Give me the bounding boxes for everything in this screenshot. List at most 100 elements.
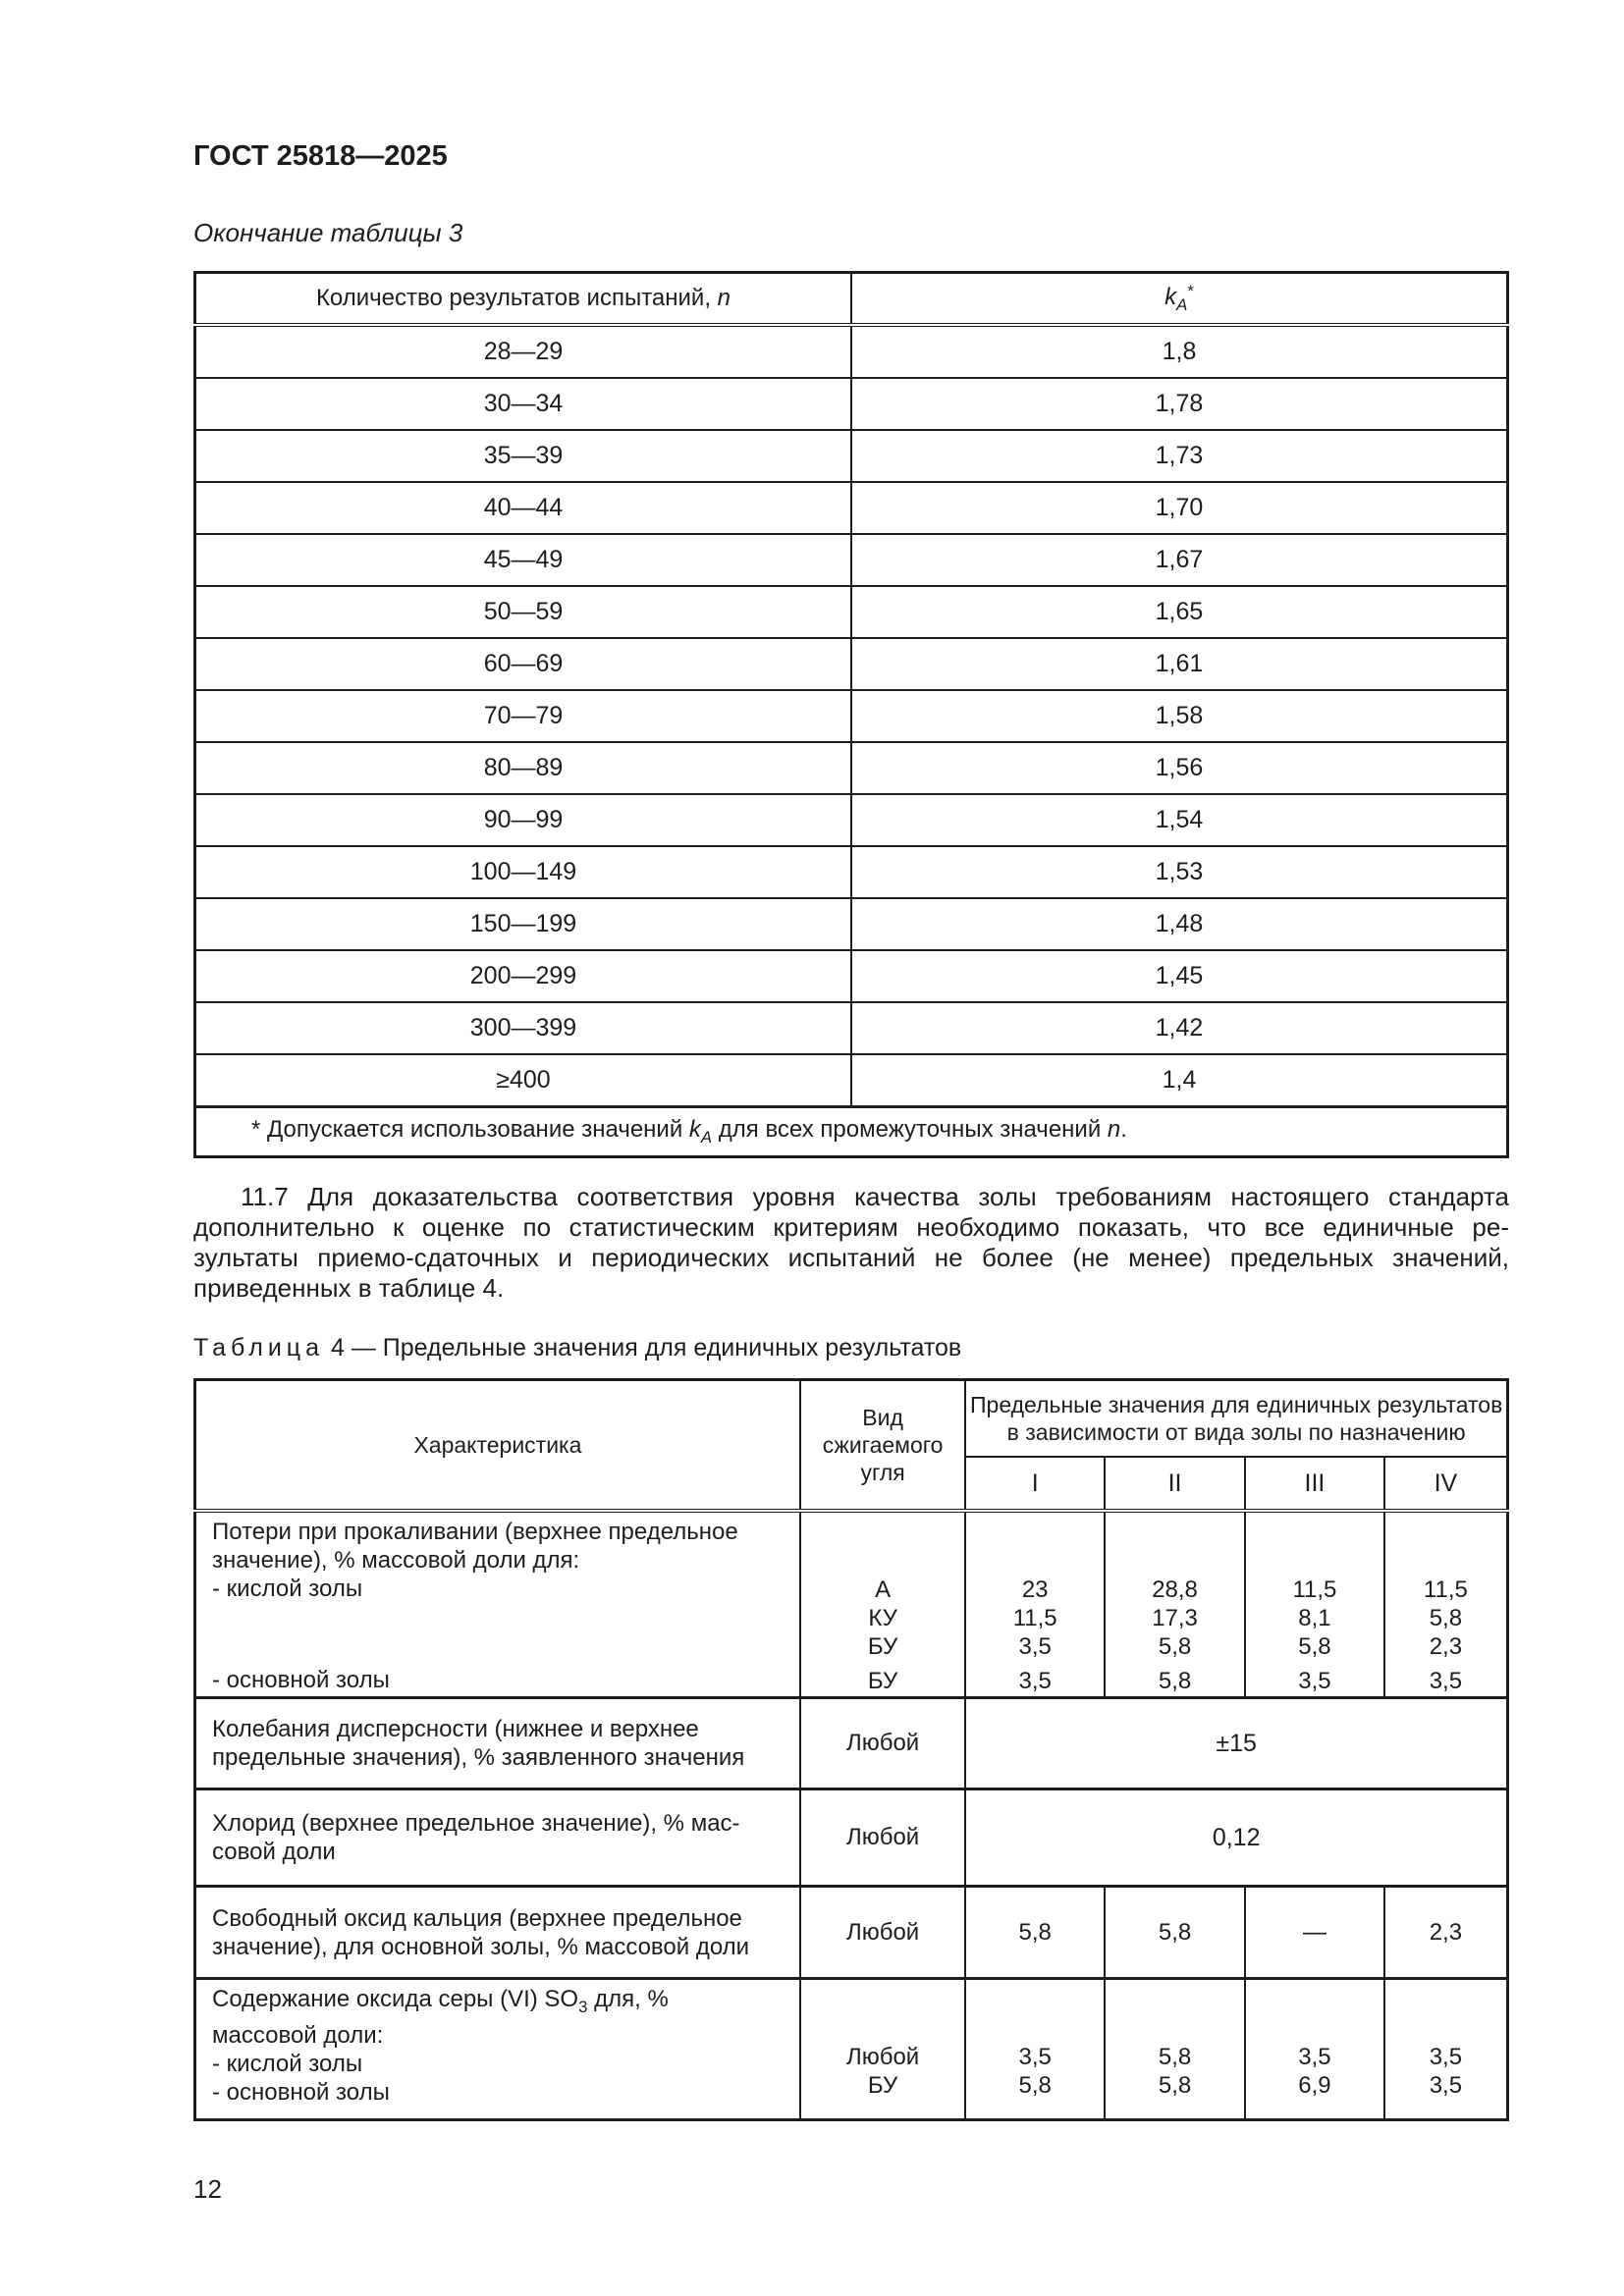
n-variable: n: [717, 285, 731, 311]
row-sulfur-oxide-content: Содержание оксида серы (VI) SO3 для, % м…: [193, 1977, 1509, 2121]
ka-value-cell: 1,42: [850, 1001, 1509, 1055]
limit-value: 5,8: [1429, 1605, 1463, 1631]
table3-header-row: Количество результатов испытаний, n kA*: [193, 271, 1509, 327]
characteristic-cell: Содержание оксида серы (VI) SO3 для, % м…: [193, 1977, 801, 2121]
footnote-asterisk: *: [1187, 282, 1194, 300]
spacer: [212, 1603, 789, 1666]
fuel-value: БУ: [867, 1633, 898, 1660]
column-header-limit-values: Предельные значения для единичных резуль…: [964, 1378, 1509, 1458]
paragraph-line: 11.7 Для доказательства соответствия уро…: [241, 1182, 1509, 1211]
test-count-cell: 60—69: [193, 637, 852, 691]
table-row: 40—44 1,70: [193, 481, 1509, 535]
limit-value: 3,5: [1298, 2044, 1331, 2070]
value-cell-IV: 2,3: [1382, 1885, 1509, 1980]
ka-value-cell: 1,78: [850, 377, 1509, 431]
k-symbol: k: [688, 1116, 701, 1143]
fuel-header-line: угля: [860, 1460, 905, 1485]
characteristic-cell: Потери при прокаливании (верхнее предель…: [193, 1509, 801, 1699]
characteristic-cell: Свободный оксид кальция (верхнее предель…: [193, 1885, 801, 1980]
value-cell-III: 11,5 8,1 5,8 3,5: [1244, 1509, 1385, 1699]
so3-text: для, %: [587, 1986, 669, 2012]
footnote-text: для всех промежуточных значений: [712, 1116, 1108, 1143]
column-header-fuel-type: Вид сжигаемого угля: [798, 1378, 967, 1513]
limit-value: 5,8: [1158, 1668, 1192, 1694]
table3: Количество результатов испытаний, n k A * …: [193, 271, 1509, 1158]
fuel-type-cell: Любой: [798, 1788, 967, 1888]
column-header-test-count: Количество результатов испытаний, n: [193, 271, 852, 327]
so3-text: Содержание оксида серы (VI) SO: [212, 1986, 579, 2012]
column-header-test-count-text: Количество результатов испытаний,: [315, 285, 718, 311]
characteristic-text: предельные значения), % заявленного знач…: [212, 1744, 745, 1771]
column-header-ash-type-4: IV: [1382, 1456, 1509, 1512]
limit-value: 3,5: [1429, 2072, 1463, 2099]
fuel-type-cell: А КУ БУ БУ: [798, 1509, 967, 1699]
row-chloride: Хлорид (верхнее предельное значение), % …: [193, 1788, 1509, 1888]
column-header-ash-type-1: I: [964, 1456, 1107, 1512]
fuel-header-line: Вид: [862, 1405, 903, 1430]
limit-value: 17,3: [1152, 1605, 1198, 1631]
ka-value-cell: 1,54: [850, 793, 1509, 847]
value-cell-I: 23 11,5 3,5 3,5: [964, 1509, 1107, 1699]
limit-value: 3,5: [1429, 1668, 1463, 1694]
test-count-cell: 70—79: [193, 689, 852, 743]
test-count-cell: 300—399: [193, 1001, 852, 1055]
value-cell-III: 3,5 6,9: [1244, 1977, 1385, 2121]
test-count-cell: 90—99: [193, 793, 852, 847]
test-count-cell: 200—299: [193, 949, 852, 1003]
table4-subheader-row: I II III IV: [195, 1456, 1509, 1512]
ka-value-cell: 1,48: [850, 897, 1509, 951]
value-cell-III: —: [1244, 1885, 1385, 1980]
limit-value: 6,9: [1298, 2072, 1331, 2099]
ka-value-cell: 1,8: [850, 324, 1509, 379]
paragraph-line: приведенных в таблице 4.: [193, 1273, 505, 1303]
table-row: 90—99 1,54: [193, 793, 1509, 847]
table-row: 35—39 1,73: [193, 429, 1509, 483]
table-row: 100—149 1,53: [193, 845, 1509, 899]
ka-value-cell: 1,70: [850, 481, 1509, 535]
characteristic-text: массовой доли:: [212, 2022, 384, 2049]
table-row: 28—29 1,8: [193, 324, 1509, 379]
row-loss-on-ignition: Потери при прокаливании (верхнее предель…: [193, 1509, 1509, 1699]
ka-value-cell: 1,4: [850, 1053, 1509, 1108]
n-variable: n: [1107, 1116, 1121, 1143]
basic-ash-label: - основной золы: [212, 2079, 390, 2106]
table3-footnote: * Допускается использование значений kA …: [193, 1105, 1509, 1158]
table-row: 200—299 1,45: [193, 949, 1509, 1003]
value-cell-IV: 11,5 5,8 2,3 3,5: [1382, 1509, 1509, 1699]
merged-limit-value: 0,12: [964, 1788, 1509, 1888]
test-count-cell: 35—39: [193, 429, 852, 483]
limit-value: 3,5: [1298, 1668, 1331, 1694]
test-count-cell: 80—89: [193, 741, 852, 795]
acid-ash-label: - кислой золы: [212, 1575, 363, 1602]
limit-value: 11,5: [1292, 1576, 1337, 1603]
table4-caption-label: Таблица: [193, 1334, 325, 1362]
test-count-cell: 50—59: [193, 585, 852, 639]
basic-ash-label: - основной золы: [212, 1667, 390, 1693]
table4-caption: Таблица 4 — Предельные значения для един…: [193, 1333, 1509, 1363]
characteristic-text: значение), для основной золы, % массовой…: [212, 1933, 750, 1960]
limit-value: 3,5: [1429, 2044, 1463, 2070]
value-cell-II: 5,8 5,8: [1104, 1977, 1247, 2121]
test-count-cell: 100—149: [193, 845, 852, 899]
k-subscript: A: [1176, 295, 1188, 314]
value-cell-IV: 3,5 3,5: [1382, 1977, 1509, 2121]
ka-value-cell: 1,65: [850, 585, 1509, 639]
so3-subscript: 3: [578, 1998, 588, 2016]
limit-value: 3,5: [1018, 1633, 1052, 1660]
fuel-type-cell: Любой БУ: [798, 1977, 967, 2121]
fuel-header-line: сжигаемого: [822, 1432, 944, 1458]
characteristic-text: Свободный оксид кальция (верхнее предель…: [212, 1904, 742, 1932]
acid-ash-label: - кислой золы: [212, 2051, 363, 2077]
value-cell-II: 5,8: [1104, 1885, 1247, 1980]
limit-value: 11,5: [1012, 1605, 1057, 1631]
ka-value-cell: 1,61: [850, 637, 1509, 691]
ka-value-cell: 1,58: [850, 689, 1509, 743]
fuel-value: А: [875, 1576, 892, 1603]
table-row: 300—399 1,42: [193, 1001, 1509, 1055]
limit-value: 5,8: [1158, 2072, 1192, 2099]
characteristic-cell: Хлорид (верхнее предельное значение), % …: [193, 1788, 801, 1888]
limit-value: 3,5: [1018, 1668, 1052, 1694]
footnote-text: * Допускается использование значений: [251, 1116, 689, 1143]
table4-header-row: Характеристика Вид сжигаемого угля Преде…: [193, 1378, 1509, 1513]
